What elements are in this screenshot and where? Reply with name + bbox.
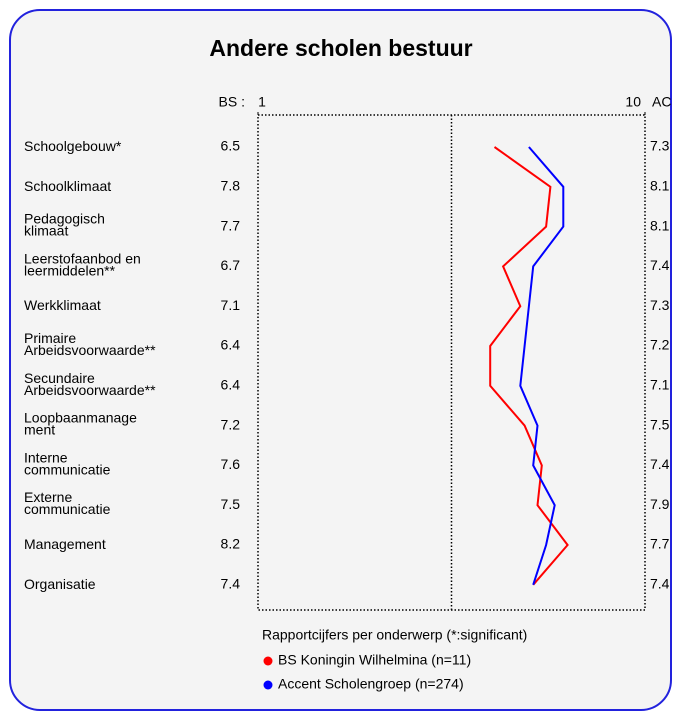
panel: [9, 9, 672, 711]
ac-value-label: 7.9: [650, 496, 670, 512]
bs-value-label: 7.6: [221, 456, 241, 472]
bs-value-label: 6.4: [221, 377, 241, 393]
category-label: Secundaire Arbeidsvoorwaarde**: [24, 370, 156, 398]
ac-value-label: 7.5: [650, 416, 670, 432]
ac-value-label: 7.4: [650, 456, 670, 472]
ac-value-label: 7.4: [650, 257, 670, 273]
left-label: BS :: [219, 94, 245, 110]
x-tick-label: 1: [258, 94, 266, 110]
bs-value-label: 7.8: [221, 178, 241, 194]
bs-value-label: 7.2: [221, 416, 241, 432]
category-label: Werkklimaat: [24, 297, 101, 313]
ac-value-label: 7.2: [650, 337, 670, 353]
category-label: Management: [24, 536, 106, 552]
bs-value-label: 6.4: [221, 337, 241, 353]
bs-value-label: 8.2: [221, 536, 241, 552]
bs-value-label: 7.4: [221, 576, 241, 592]
ac-value-label: 7.3: [650, 138, 670, 154]
legend-marker: [263, 656, 273, 666]
category-label: Primaire Arbeidsvoorwaarde**: [24, 330, 156, 358]
category-label: Organisatie: [24, 576, 96, 592]
category-label: Schoolgebouw*: [24, 138, 122, 154]
ac-value-label: 7.1: [650, 377, 670, 393]
ac-value-label: 7.7: [650, 536, 670, 552]
series-line: [519, 146, 565, 586]
legend-marker: [263, 680, 273, 690]
ac-value-label: 7.3: [650, 297, 670, 313]
bs-value-label: 7.5: [221, 496, 241, 512]
bs-value-label: 6.5: [221, 138, 241, 154]
right-label: AC: [652, 94, 671, 110]
bs-value-label: 6.7: [221, 257, 241, 273]
category-label: Pedagogisch klimaat: [24, 210, 105, 238]
legend-label: BS Koningin Wilhelmina (n=11): [278, 652, 471, 668]
chart-title: Andere scholen bestuur: [209, 35, 472, 61]
category-label: Leerstofaanbod en leermiddelen**: [24, 250, 141, 278]
category-label: Loopbaanmanage ment: [24, 409, 137, 437]
legend-title: Rapportcijfers per onderwerp (*:signific…: [262, 627, 527, 643]
category-label: Externe communicatie: [24, 489, 111, 517]
category-label: Interne communicatie: [24, 449, 111, 477]
ac-value-label: 7.4: [650, 576, 670, 592]
series-line: [489, 146, 569, 586]
legend-label: Accent Scholengroep (n=274): [278, 676, 464, 692]
ac-value-label: 8.1: [650, 217, 670, 233]
x-tick-label: 10: [625, 94, 641, 110]
bs-value-label: 7.7: [221, 217, 241, 233]
category-label: Schoolklimaat: [24, 178, 111, 194]
ac-value-label: 8.1: [650, 178, 670, 194]
bs-value-label: 7.1: [221, 297, 241, 313]
